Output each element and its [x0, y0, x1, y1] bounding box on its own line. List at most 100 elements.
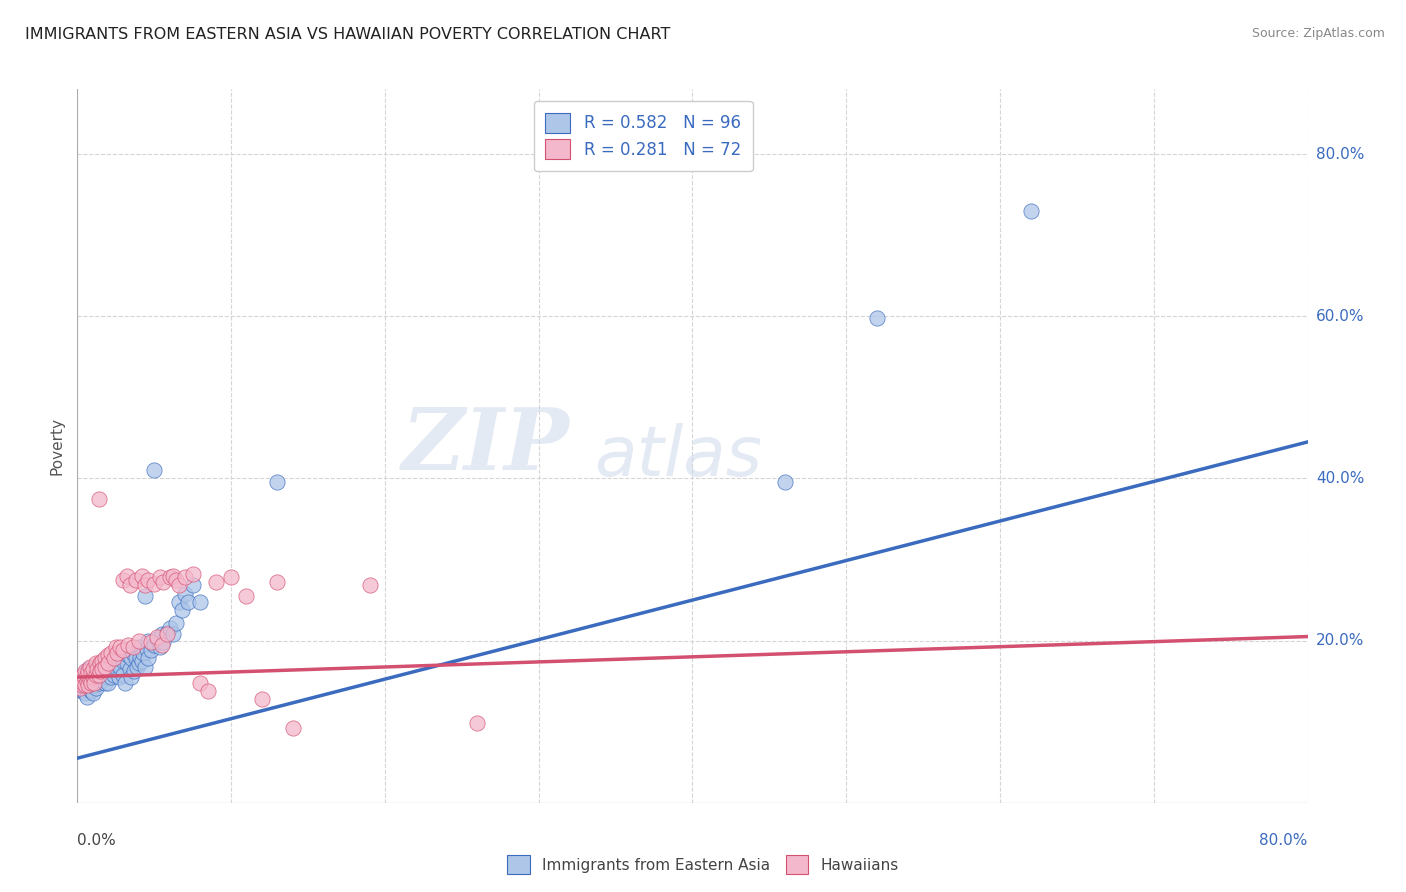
Text: IMMIGRANTS FROM EASTERN ASIA VS HAWAIIAN POVERTY CORRELATION CHART: IMMIGRANTS FROM EASTERN ASIA VS HAWAIIAN… [25, 27, 671, 42]
Point [84, 681, 107, 695]
Point [143, 577, 166, 591]
Point [118, 578, 141, 592]
Point [121, 646, 143, 660]
Point [281, 721, 304, 735]
Point [131, 568, 153, 582]
Point [110, 640, 132, 654]
Point [117, 638, 139, 652]
Point [100, 654, 122, 668]
Point [112, 654, 135, 668]
Point [77, 665, 100, 679]
Point [112, 667, 135, 681]
Point [89, 657, 111, 671]
Point [170, 603, 193, 617]
Point [86, 662, 108, 676]
Point [80, 670, 103, 684]
Text: 60.0%: 60.0% [1316, 309, 1364, 324]
Point [128, 640, 150, 654]
Point [77, 675, 100, 690]
Point [73, 678, 96, 692]
Point [79, 659, 101, 673]
Point [69, 670, 91, 684]
Point [105, 646, 128, 660]
Point [97, 666, 120, 681]
Point [135, 641, 157, 656]
Point [159, 622, 181, 636]
Point [100, 670, 122, 684]
Point [121, 640, 143, 654]
Point [100, 646, 122, 660]
Point [110, 649, 132, 664]
Point [112, 573, 135, 587]
Point [155, 625, 177, 640]
Point [149, 570, 172, 584]
Point [181, 578, 204, 592]
Point [83, 678, 105, 692]
Point [86, 670, 108, 684]
Point [83, 675, 105, 690]
Point [174, 586, 197, 600]
Point [84, 659, 107, 673]
Point [86, 665, 108, 679]
Point [150, 627, 173, 641]
Point [110, 659, 132, 673]
Point [1019, 203, 1042, 218]
Point [84, 657, 107, 671]
Point [103, 667, 125, 681]
Point [82, 662, 104, 676]
Point [89, 665, 111, 679]
Point [90, 673, 114, 687]
Point [69, 681, 91, 695]
Point [117, 648, 139, 663]
Point [773, 475, 796, 490]
Point [146, 630, 169, 644]
Point [136, 633, 159, 648]
Point [82, 670, 104, 684]
Point [188, 595, 212, 609]
Point [125, 573, 148, 587]
Point [72, 675, 94, 690]
Point [87, 667, 110, 681]
Point [70, 678, 93, 692]
Point [73, 666, 96, 681]
Point [159, 570, 181, 584]
Y-axis label: Poverty: Poverty [49, 417, 65, 475]
Point [70, 674, 93, 689]
Text: 0.0%: 0.0% [77, 833, 117, 848]
Point [77, 667, 100, 681]
Point [93, 667, 115, 681]
Point [79, 673, 101, 687]
Point [120, 670, 142, 684]
Point [152, 575, 174, 590]
Point [96, 662, 118, 676]
Point [72, 675, 94, 690]
Point [155, 627, 177, 641]
Point [204, 575, 226, 590]
Point [125, 651, 148, 665]
Point [76, 678, 98, 692]
Point [73, 686, 96, 700]
Text: ZIP: ZIP [402, 404, 569, 488]
Point [266, 575, 288, 590]
Point [82, 686, 104, 700]
Point [181, 567, 204, 582]
Text: 80.0%: 80.0% [1260, 833, 1308, 848]
Point [235, 589, 257, 603]
Point [101, 665, 124, 679]
Point [80, 684, 103, 698]
Point [167, 578, 190, 592]
Point [104, 657, 127, 671]
Text: 20.0%: 20.0% [1316, 633, 1364, 648]
Point [67, 678, 90, 692]
Point [141, 635, 163, 649]
Point [141, 643, 163, 657]
Point [108, 670, 131, 684]
Point [465, 716, 488, 731]
Point [134, 589, 156, 603]
Point [96, 670, 118, 684]
Point [98, 659, 121, 673]
Point [127, 659, 149, 673]
Point [80, 675, 103, 690]
Legend: Immigrants from Eastern Asia, Hawaiians: Immigrants from Eastern Asia, Hawaiians [501, 849, 905, 880]
Point [167, 595, 190, 609]
